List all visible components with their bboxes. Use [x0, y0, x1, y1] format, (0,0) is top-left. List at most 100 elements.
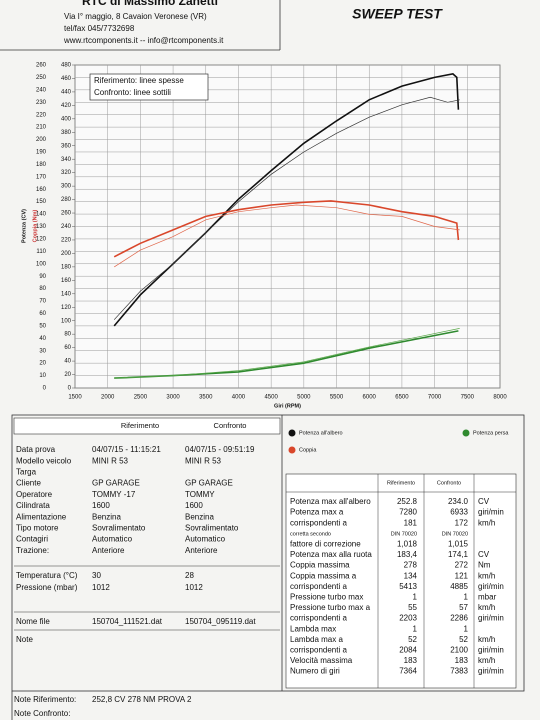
title: SWEEP TEST: [352, 6, 443, 22]
result-cell: 272: [455, 561, 469, 570]
x-tick-label: 5000: [297, 395, 311, 401]
chart-note: Confronto: linee sottili: [94, 88, 171, 97]
y-tick-label: 0: [43, 386, 47, 392]
x-tick-label: 3500: [199, 395, 213, 401]
column-header: Riferimento: [387, 480, 415, 486]
result-cell: 183: [455, 656, 469, 665]
legend-label: Potenza all'albero: [299, 430, 343, 436]
lower-frame: [11, 414, 525, 692]
result-cell: Velocità massima: [290, 656, 353, 665]
legend-label: Coppia: [299, 447, 317, 453]
y-tick-label: 190: [36, 150, 47, 156]
footer-label: Note Riferimento:: [14, 695, 76, 704]
y2-tick-label: 140: [61, 291, 72, 297]
result-cell: Lambda max a: [290, 635, 343, 644]
result-cell: 121: [455, 571, 469, 580]
info-cell: Contagiri: [16, 535, 48, 544]
info-cell: Anteriore: [92, 546, 125, 555]
y2-tick-label: 40: [64, 359, 71, 365]
y2-tick-label: 480: [61, 63, 72, 69]
info-cell: 1600: [185, 501, 203, 510]
y-tick-label: 70: [39, 299, 46, 305]
info-cell: Sovralimentato: [185, 524, 239, 533]
result-cell: 5413: [399, 582, 417, 591]
result-cell: CV: [478, 550, 490, 559]
info-cell: Tipo motore: [16, 524, 59, 533]
data-line: [113, 200, 460, 258]
info-cell: Benzina: [92, 512, 121, 521]
y2-tick-label: 280: [61, 197, 72, 203]
y2-tick-label: 200: [61, 251, 72, 257]
result-cell: km/h: [478, 518, 495, 527]
y-tick-label: 60: [39, 311, 46, 317]
info-cell: Nome file: [16, 617, 50, 626]
x-tick-label: 8000: [493, 395, 507, 401]
result-cell: giri/min: [478, 614, 504, 623]
y-tick-label: 50: [39, 323, 46, 329]
result-cell: fattore di correzione: [290, 540, 361, 549]
result-cell: 183,4: [397, 550, 418, 559]
y-tick-label: 10: [39, 373, 46, 379]
data-line: [114, 328, 460, 379]
result-cell: corrispondenti a: [290, 582, 347, 591]
result-cell: 1: [413, 624, 418, 633]
info-cell: GP GARAGE: [92, 479, 140, 488]
x-tick-label: 3000: [166, 395, 180, 401]
y2-tick-label: 120: [61, 305, 72, 311]
result-cell: Numero di giri: [290, 667, 340, 676]
x-tick-label: 7500: [461, 395, 475, 401]
result-cell: corrispondenti a: [290, 646, 347, 655]
data-line: [113, 96, 460, 320]
result-cell: 172: [455, 518, 469, 527]
y2-axis-title: Coppia (Nm): [32, 209, 38, 242]
result-cell: 1: [464, 593, 469, 602]
result-cell: 4885: [450, 582, 468, 591]
y-tick-label: 210: [36, 125, 47, 131]
result-cell: Potenza max alla ruota: [290, 550, 372, 559]
info-cell: 04/07/15 - 11:15:21: [92, 445, 161, 454]
y2-tick-label: 0: [68, 386, 72, 392]
info-header: [13, 417, 281, 435]
result-cell: CV: [478, 497, 490, 506]
result-cell: giri/min: [478, 582, 504, 591]
x-tick-label: 7000: [428, 395, 442, 401]
result-cell: 52: [408, 635, 417, 644]
y-tick-label: 40: [39, 336, 46, 342]
result-cell: 174,1: [448, 550, 469, 559]
y-tick-label: 100: [36, 261, 47, 267]
y-tick-label: 160: [36, 187, 47, 193]
result-cell: 1: [413, 593, 418, 602]
y2-tick-label: 320: [61, 170, 72, 176]
info-cell: 1012: [185, 583, 203, 592]
result-cell: 7383: [450, 667, 468, 676]
info-cell: 150704_111521.dat: [92, 617, 163, 626]
y-tick-label: 170: [36, 174, 47, 180]
notes-box: [89, 73, 209, 101]
result-cell: DIN 70020: [442, 531, 468, 537]
phone: tel/fax 045/7732698: [64, 24, 135, 33]
y-tick-label: 80: [39, 286, 46, 292]
result-cell: mbar: [478, 593, 497, 602]
y-tick-label: 130: [36, 224, 47, 230]
x-tick-label: 2500: [134, 395, 148, 401]
note-label: Note: [16, 635, 33, 644]
result-cell: km/h: [478, 656, 495, 665]
y-tick-label: 240: [36, 87, 47, 93]
result-cell: DIN 70020: [391, 531, 417, 537]
y2-tick-label: 380: [61, 130, 72, 136]
result-cell: 1: [464, 624, 469, 633]
y-tick-label: 250: [36, 75, 47, 81]
info-cell: MINI R 53: [92, 456, 129, 465]
info-cell: 1012: [92, 583, 110, 592]
info-cell: Pressione (mbar): [16, 583, 78, 592]
result-cell: 1,015: [448, 540, 469, 549]
result-cell: Pressione turbo max: [290, 593, 363, 602]
result-cell: Coppia massima a: [290, 571, 357, 580]
result-cell: Coppia massima: [290, 561, 350, 570]
y2-tick-label: 100: [61, 318, 72, 324]
info-cell: Operatore: [16, 490, 53, 499]
info-cell: MINI R 53: [185, 456, 222, 465]
y-tick-label: 120: [36, 237, 47, 243]
y2-tick-label: 80: [64, 332, 71, 338]
info-cell: Data prova: [16, 445, 56, 454]
